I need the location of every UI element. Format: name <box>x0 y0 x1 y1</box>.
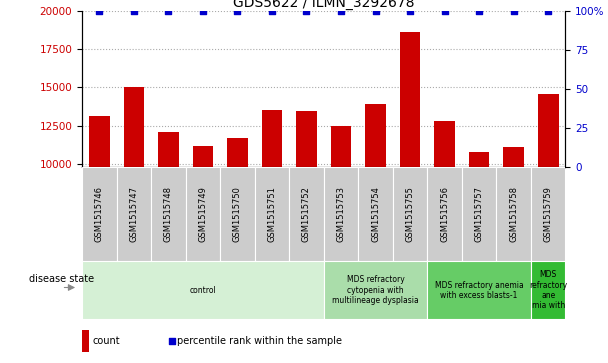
Text: percentile rank within the sample: percentile rank within the sample <box>178 336 342 346</box>
Point <box>164 8 173 14</box>
Point <box>405 8 415 14</box>
Point <box>336 8 346 14</box>
Bar <box>323 167 358 261</box>
Bar <box>261 110 282 167</box>
Title: GDS5622 / ILMN_3292678: GDS5622 / ILMN_3292678 <box>233 0 415 10</box>
Bar <box>399 32 420 167</box>
Text: GSM1515747: GSM1515747 <box>130 186 139 242</box>
Text: GSM1515756: GSM1515756 <box>440 186 449 242</box>
Point <box>440 8 449 14</box>
Text: count: count <box>92 336 120 346</box>
Bar <box>89 117 109 167</box>
Bar <box>82 330 89 352</box>
Bar <box>220 167 255 261</box>
Point <box>198 8 208 14</box>
Bar <box>158 132 179 167</box>
Bar <box>469 152 489 167</box>
Bar <box>365 104 386 167</box>
Bar <box>503 147 524 167</box>
Bar <box>358 167 393 261</box>
Bar <box>427 167 462 261</box>
Text: MDS refractory
cytopenia with
multilineage dysplasia: MDS refractory cytopenia with multilinea… <box>332 276 419 305</box>
Point <box>474 8 484 14</box>
Text: GSM1515752: GSM1515752 <box>302 186 311 242</box>
Bar <box>496 167 531 261</box>
Text: GSM1515757: GSM1515757 <box>475 186 483 242</box>
Bar <box>434 121 455 167</box>
Bar <box>151 167 185 261</box>
Point <box>233 8 243 14</box>
Text: GSM1515749: GSM1515749 <box>198 186 207 242</box>
Point <box>302 8 311 14</box>
Text: control: control <box>190 286 216 295</box>
Bar <box>331 126 351 167</box>
Point <box>509 8 519 14</box>
Text: GSM1515750: GSM1515750 <box>233 186 242 242</box>
Bar <box>323 261 427 319</box>
Bar <box>185 167 220 261</box>
Text: MDS
refractory
ane
mia with: MDS refractory ane mia with <box>529 270 567 310</box>
Text: GSM1515758: GSM1515758 <box>509 186 518 242</box>
Bar <box>296 111 317 167</box>
Bar <box>427 261 531 319</box>
Text: GSM1515746: GSM1515746 <box>95 186 104 242</box>
Text: disease state: disease state <box>29 274 94 284</box>
Bar <box>538 94 559 167</box>
Bar <box>393 167 427 261</box>
Bar <box>123 87 144 167</box>
Bar <box>462 167 496 261</box>
Text: GSM1515751: GSM1515751 <box>268 186 277 242</box>
Bar <box>255 167 289 261</box>
Bar <box>117 167 151 261</box>
Point <box>94 8 104 14</box>
Point <box>267 8 277 14</box>
Point <box>129 8 139 14</box>
Point <box>167 338 176 344</box>
Bar <box>289 167 324 261</box>
Text: GSM1515754: GSM1515754 <box>371 186 380 242</box>
Text: MDS refractory anemia
with excess blasts-1: MDS refractory anemia with excess blasts… <box>435 281 523 300</box>
Text: GSM1515748: GSM1515748 <box>164 186 173 242</box>
Text: GSM1515753: GSM1515753 <box>336 186 345 242</box>
Point <box>371 8 381 14</box>
Bar <box>193 146 213 167</box>
Text: GSM1515759: GSM1515759 <box>544 186 553 242</box>
Bar <box>82 261 323 319</box>
Point <box>544 8 553 14</box>
Bar <box>82 167 117 261</box>
Bar <box>531 261 565 319</box>
Text: GSM1515755: GSM1515755 <box>406 186 415 242</box>
Bar <box>531 167 565 261</box>
Bar <box>227 138 248 167</box>
